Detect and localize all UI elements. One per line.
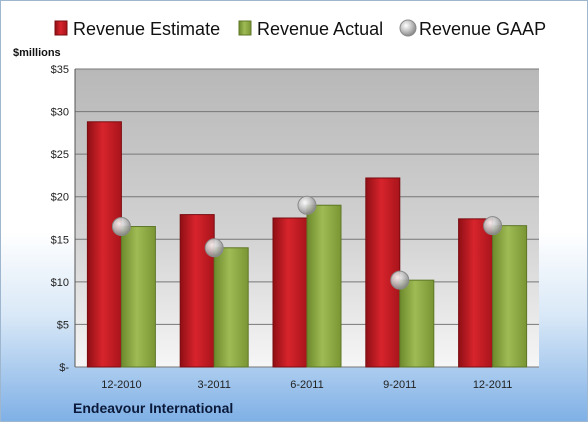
bar-revenue-estimate xyxy=(179,214,215,368)
bar-revenue-actual xyxy=(399,279,435,368)
marker-revenue-gaap xyxy=(297,195,317,215)
marker-revenue-gaap xyxy=(204,238,224,258)
gaap-markers xyxy=(111,195,503,290)
x-axis: 12-2010 3-2011 6-2011 9-2011 12-2011 xyxy=(101,379,512,391)
bar-revenue-estimate xyxy=(365,177,401,368)
x-tick-label: 3-2011 xyxy=(197,379,230,391)
x-tick-label: 6-2011 xyxy=(290,379,323,391)
bars xyxy=(86,121,528,368)
legend-swatch-actual xyxy=(238,20,252,36)
legend-label: Revenue GAAP xyxy=(419,19,546,39)
y-tick-label: $- xyxy=(59,362,69,374)
y-tick-label: $10 xyxy=(51,277,69,289)
y-tick-label: $35 xyxy=(51,64,69,76)
marker-revenue-gaap xyxy=(111,217,131,237)
x-tick-label: 12-2011 xyxy=(473,379,513,391)
y-tick-label: $20 xyxy=(51,192,69,204)
y-tick-label: $25 xyxy=(51,149,69,161)
x-tick-label: 9-2011 xyxy=(383,379,416,391)
bar-revenue-actual xyxy=(306,204,342,368)
y-axis-unit-label: $millions xyxy=(13,47,61,59)
bar-revenue-estimate xyxy=(86,121,122,368)
bar-revenue-actual xyxy=(213,247,249,368)
y-axis: $- $5 $10 $15 $20 $25 $30 $35 xyxy=(51,64,76,374)
x-tick-label: 12-2010 xyxy=(101,379,141,391)
legend-label: Revenue Estimate xyxy=(73,19,220,39)
legend-label: Revenue Actual xyxy=(257,19,383,39)
marker-revenue-gaap xyxy=(390,270,410,290)
bar-revenue-estimate xyxy=(272,217,308,368)
bar-revenue-actual xyxy=(492,225,528,368)
y-tick-label: $30 xyxy=(51,107,69,119)
company-name: Endeavour International xyxy=(73,400,233,416)
bar-revenue-actual xyxy=(120,226,156,368)
marker-revenue-gaap xyxy=(483,216,503,236)
legend: Revenue Estimate Revenue Actual Revenue GA… xyxy=(54,19,546,39)
y-tick-label: $5 xyxy=(57,319,69,331)
bar-revenue-estimate xyxy=(458,218,494,368)
y-tick-label: $15 xyxy=(51,234,69,246)
legend-swatch-estimate xyxy=(54,20,68,36)
legend-marker-gaap xyxy=(399,19,417,37)
